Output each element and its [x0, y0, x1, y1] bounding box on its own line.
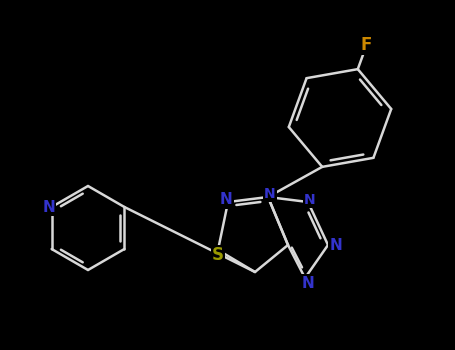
Text: F: F	[361, 36, 372, 54]
Text: N: N	[220, 193, 233, 208]
Text: N: N	[304, 193, 316, 207]
Text: N: N	[42, 199, 55, 215]
Text: N: N	[302, 275, 314, 290]
Text: N: N	[264, 187, 276, 201]
Text: F: F	[361, 36, 372, 54]
Text: S: S	[212, 246, 224, 264]
Text: N: N	[329, 238, 342, 252]
